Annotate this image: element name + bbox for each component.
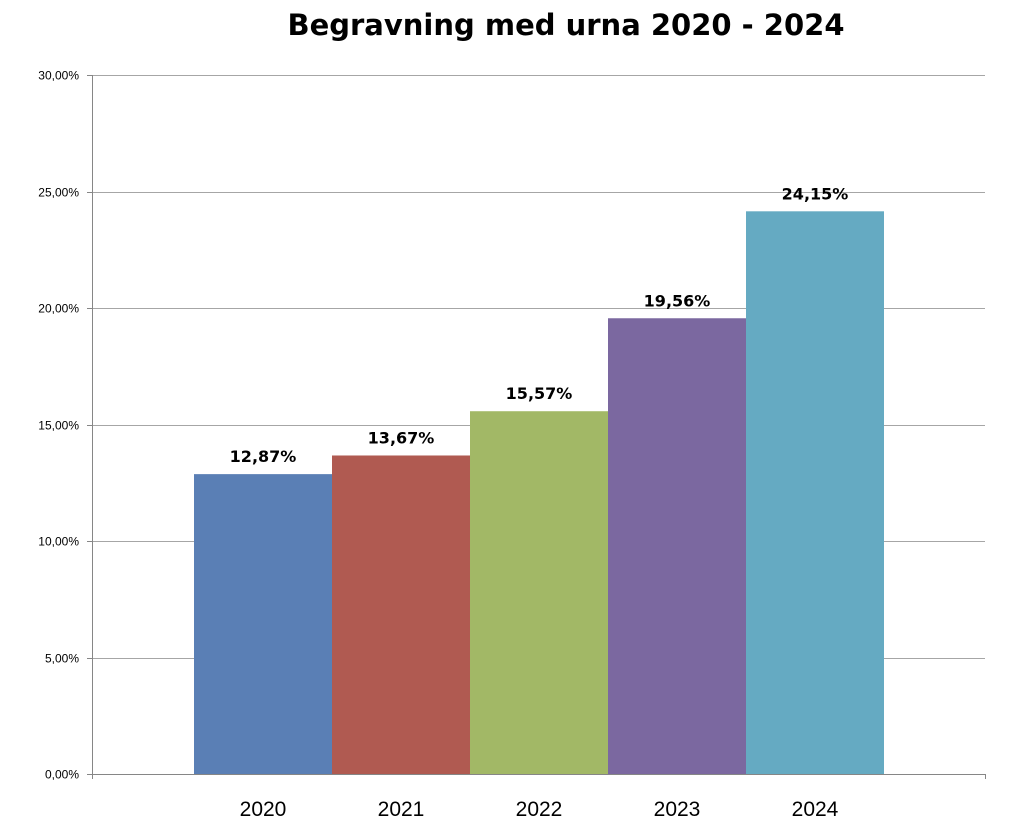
x-tick-labels: 2020 2021 2022 2023 2024: [240, 798, 839, 821]
x-tick-label-2020: 2020: [240, 798, 287, 821]
y-tick-label: 30,00%: [38, 69, 79, 83]
y-tick-labels: 0,00% 5,00% 10,00% 15,00% 20,00% 25,00% 30,00%: [38, 69, 79, 782]
x-tick-label-2022: 2022: [516, 798, 563, 821]
y-tick-label: 20,00%: [38, 302, 79, 316]
data-label-2023: 19,56%: [644, 291, 711, 310]
data-label-2024: 24,15%: [782, 184, 849, 203]
bar-2021: [332, 455, 470, 774]
chart-title: Begravning med urna 2020 - 2024: [287, 8, 845, 42]
data-label-2022: 15,57%: [506, 384, 573, 403]
axes: [87, 75, 986, 779]
y-tick-label: 25,00%: [38, 186, 79, 200]
bar-2024: [746, 211, 884, 774]
bars: [194, 211, 884, 774]
bar-2023: [608, 318, 746, 774]
data-label-2020: 12,87%: [230, 447, 297, 466]
y-tick-label: 0,00%: [45, 768, 79, 782]
bar-2022: [470, 411, 608, 774]
bar-2020: [194, 474, 332, 774]
x-tick-label-2021: 2021: [378, 798, 425, 821]
data-labels: 12,87% 13,67% 15,57% 19,56% 24,15%: [230, 184, 849, 466]
x-tick-label-2023: 2023: [654, 798, 701, 821]
y-tick-label: 10,00%: [38, 535, 79, 549]
x-tick-label-2024: 2024: [792, 798, 839, 821]
y-tick-label: 5,00%: [45, 652, 79, 666]
data-label-2021: 13,67%: [368, 428, 435, 447]
y-tick-label: 15,00%: [38, 419, 79, 433]
